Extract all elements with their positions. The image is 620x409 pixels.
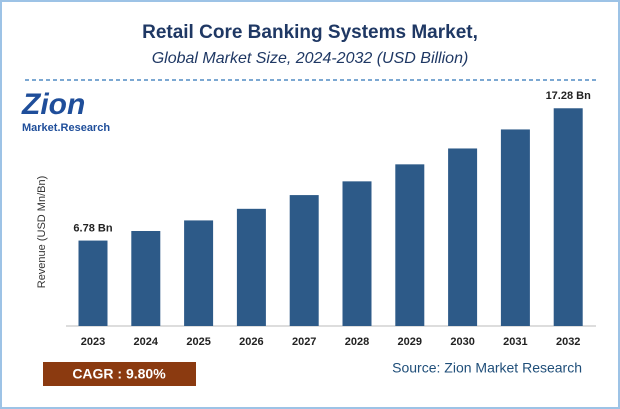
bar xyxy=(184,220,214,326)
chart-subtitle: Global Market Size, 2024-2032 (USD Billi… xyxy=(152,50,469,67)
bar xyxy=(553,108,583,326)
x-tick-label: 2026 xyxy=(239,336,263,348)
bar xyxy=(131,230,161,326)
x-tick-label: 2032 xyxy=(556,336,580,348)
logo-tagline: Market.Research xyxy=(22,122,110,134)
x-tick-label: 2031 xyxy=(503,336,527,348)
bar xyxy=(236,208,266,326)
x-tick-label: 2025 xyxy=(186,336,210,348)
bar xyxy=(289,195,319,326)
x-tick-label: 2024 xyxy=(134,336,159,348)
value-label: 17.28 Bn xyxy=(546,90,592,102)
source: Source: Zion Market Research xyxy=(392,360,582,376)
bar xyxy=(395,164,425,326)
bar xyxy=(342,181,372,326)
bar xyxy=(448,148,478,326)
bar xyxy=(500,129,530,326)
x-tick-label: 2027 xyxy=(292,336,316,348)
cagr-box xyxy=(43,362,196,386)
x-tick-label: 2030 xyxy=(450,336,474,348)
x-tick-label: 2023 xyxy=(81,336,105,348)
cagr: CAGR : 9.80% xyxy=(72,366,166,382)
x-tick-label: 2029 xyxy=(398,336,422,348)
y-axis-label: Revenue (USD Mn/Bn) xyxy=(36,176,48,289)
bar xyxy=(78,240,108,326)
chart-title: Retail Core Banking Systems Market, xyxy=(142,22,478,43)
x-tick-label: 2028 xyxy=(345,336,369,348)
logo-name: Zion xyxy=(21,88,85,121)
value-label: 6.78 Bn xyxy=(73,222,112,234)
